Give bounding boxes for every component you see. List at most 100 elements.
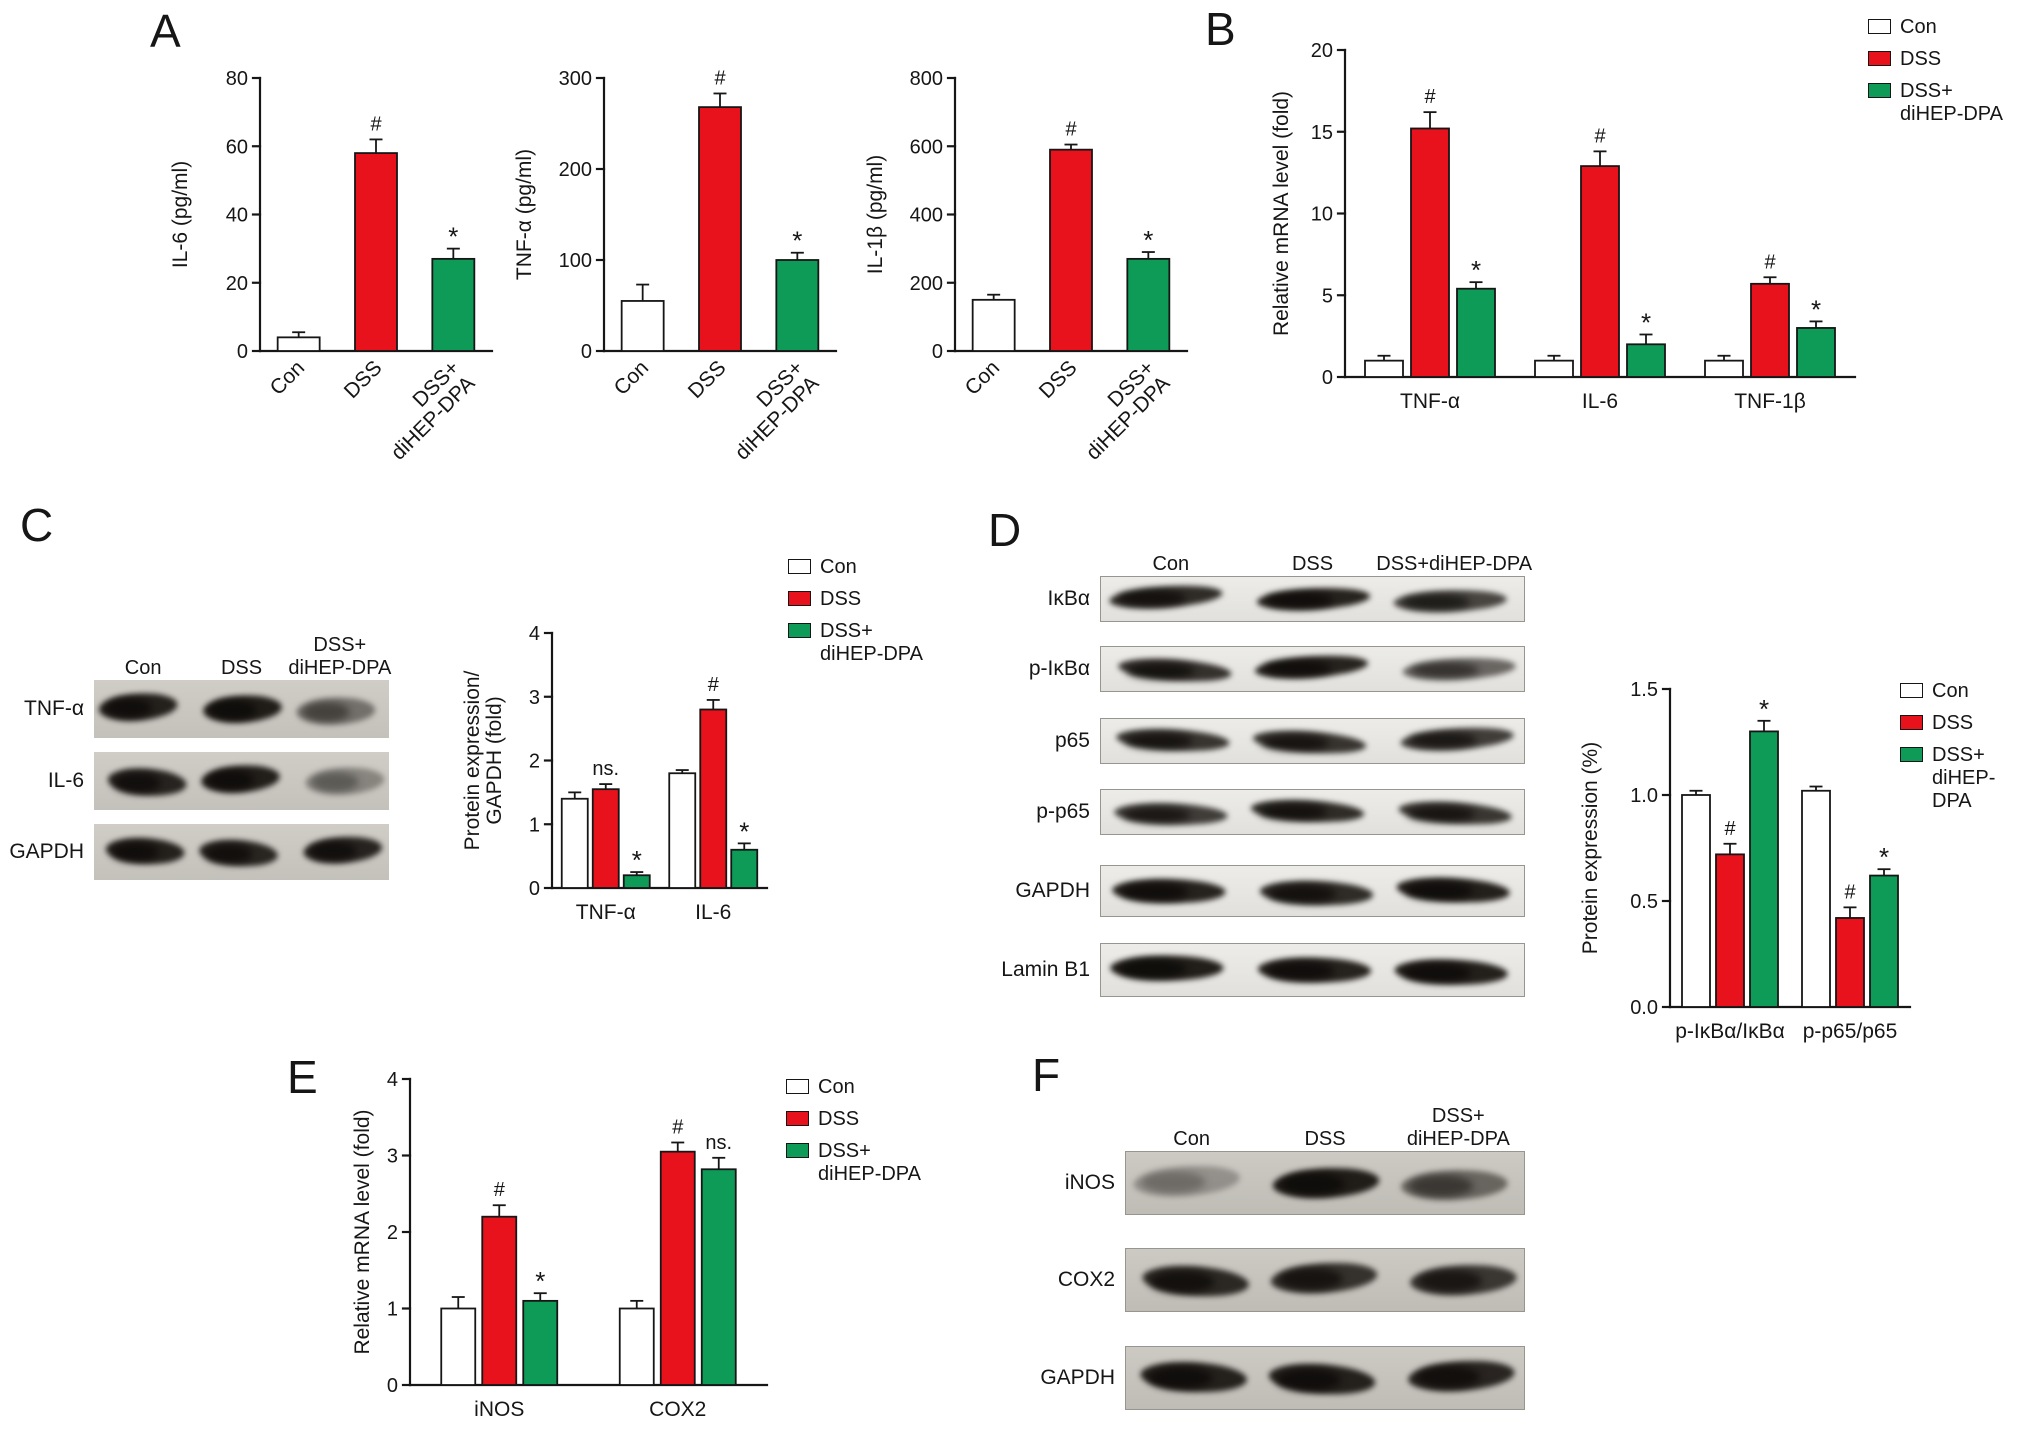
x-category-label: iNOS bbox=[474, 1398, 524, 1421]
bar-dss bbox=[698, 106, 742, 352]
bar-con bbox=[620, 300, 665, 352]
protein-band-core bbox=[207, 769, 255, 791]
legend-entry-con: Con bbox=[1868, 16, 2003, 39]
panel-label-d: D bbox=[988, 504, 1022, 556]
sig-annotation: * bbox=[739, 816, 749, 846]
x-category-label: TNF-1β bbox=[1734, 390, 1806, 413]
sig-annotation: * bbox=[1471, 255, 1481, 285]
y-tick-label: 4 bbox=[387, 1069, 398, 1091]
protein-band-core bbox=[1259, 804, 1328, 820]
x-category-label: TNF-α bbox=[576, 901, 636, 924]
legend-panel-d: Con DSS DSS+ diHEP-DPA bbox=[1900, 680, 2032, 813]
y-tick-label: 3 bbox=[387, 1146, 398, 1168]
x-category-label: Con bbox=[266, 356, 310, 400]
protein-band-core bbox=[209, 699, 257, 721]
bar-con bbox=[276, 336, 321, 352]
blot-strip bbox=[1100, 943, 1525, 997]
y-tick-label: 1.5 bbox=[1630, 679, 1658, 701]
protein-band bbox=[305, 767, 385, 795]
x-category-label: DSS bbox=[684, 356, 731, 403]
protein-band-core bbox=[1120, 883, 1189, 901]
bar-dss bbox=[1049, 148, 1093, 352]
legend-entry-con: Con bbox=[786, 1076, 921, 1099]
blot-strip bbox=[94, 824, 389, 880]
y-tick-label: 0.5 bbox=[1630, 891, 1658, 913]
protein-band-core bbox=[104, 697, 152, 719]
bar-dss bbox=[1715, 853, 1745, 1008]
sig-annotation: ns. bbox=[705, 1132, 732, 1154]
panel-label-e: E bbox=[287, 1051, 318, 1103]
legend-swatch-con bbox=[786, 1079, 809, 1094]
bar-con bbox=[668, 772, 697, 889]
bar-dss bbox=[481, 1215, 518, 1386]
protein-band-core bbox=[1265, 592, 1334, 608]
y-tick-label: 300 bbox=[559, 68, 592, 90]
y-tick-label: 1 bbox=[529, 814, 540, 836]
protein-band-core bbox=[1276, 1368, 1341, 1392]
panel-label-b: B bbox=[1205, 3, 1236, 55]
y-tick-label: 80 bbox=[226, 68, 248, 90]
western-blot-panel-f: Con DSS DSS+ diHEP-DPA iNOS COX2 GAPDH bbox=[1035, 1103, 1525, 1413]
protein-band-core bbox=[311, 771, 359, 793]
legend-swatch-con bbox=[788, 559, 811, 574]
x-category-label: IL-6 bbox=[1582, 390, 1618, 413]
protein-band-core bbox=[205, 844, 253, 864]
legend-entry-dss: DSS bbox=[1900, 712, 2032, 735]
bar-dihep bbox=[522, 1299, 559, 1386]
legend-panel-c: Con DSS DSS+ diHEP-DPA bbox=[788, 556, 923, 666]
protein-band-core bbox=[1148, 1366, 1213, 1390]
bar-dihep bbox=[730, 848, 759, 889]
bar-dss bbox=[1750, 282, 1790, 378]
protein-band-core bbox=[302, 701, 350, 723]
bar-con bbox=[1704, 359, 1744, 378]
legend-panel-b: Con DSS DSS+ diHEP-DPA bbox=[1868, 16, 2003, 126]
y-tick-label: 2 bbox=[387, 1222, 398, 1244]
legend-label: DSS bbox=[820, 588, 862, 610]
sig-annotation: * bbox=[535, 1266, 545, 1296]
protein-band-core bbox=[111, 842, 159, 862]
y-axis-label: Protein expression/GAPDH (fold) bbox=[461, 670, 506, 850]
x-category-label: COX2 bbox=[649, 1398, 706, 1421]
western-blot-panel-c: Con DSS DSS+ diHEP-DPA TNF-α IL-6 GAPDH bbox=[6, 632, 391, 884]
y-tick-label: 200 bbox=[559, 159, 592, 181]
sig-annotation: # bbox=[1724, 818, 1736, 840]
y-tick-label: 10 bbox=[1311, 204, 1333, 226]
y-tick-label: 15 bbox=[1311, 122, 1333, 144]
y-tick-label: 400 bbox=[910, 205, 943, 227]
legend-entry-dihep: DSS+ diHEP-DPA bbox=[786, 1140, 921, 1186]
x-category-label: DSS+diHEP-DPA bbox=[371, 356, 479, 464]
y-axis-label: IL-1β (pg/ml) bbox=[864, 155, 887, 274]
sig-annotation: * bbox=[1143, 225, 1153, 255]
legend-label: DSS bbox=[1900, 48, 1942, 70]
legend-swatch-con bbox=[1900, 683, 1923, 698]
lane-label: DSS bbox=[1304, 1128, 1346, 1150]
legend-entry-dihep: DSS+ diHEP-DPA bbox=[1900, 744, 2032, 813]
y-tick-label: 5 bbox=[1322, 285, 1333, 307]
legend-label: DSS+ diHEP-DPA bbox=[1900, 80, 2003, 125]
x-category-label: DSS bbox=[1035, 356, 1082, 403]
bar-con bbox=[1801, 789, 1831, 1008]
y-tick-label: 0.0 bbox=[1630, 997, 1658, 1019]
protein-band-core bbox=[1409, 732, 1477, 748]
bar-con bbox=[560, 797, 589, 889]
sig-annotation: ns. bbox=[592, 758, 619, 780]
sig-annotation: * bbox=[448, 222, 458, 252]
blot-row-label: iNOS bbox=[1064, 1171, 1115, 1194]
bar-dihep bbox=[700, 1168, 737, 1386]
bar-dss bbox=[354, 152, 398, 352]
bar-dihep bbox=[1626, 343, 1666, 378]
blot-row-label: p-p65 bbox=[1036, 800, 1090, 823]
legend-swatch-dihep bbox=[1868, 83, 1891, 98]
legend-label: DSS bbox=[818, 1108, 860, 1130]
lane-label: DSS bbox=[220, 657, 263, 679]
legend-label: DSS+ diHEP-DPA bbox=[1932, 744, 1996, 812]
lane-label: Con bbox=[124, 657, 162, 679]
y-axis-label: Relative mRNA level (fold) bbox=[351, 1109, 374, 1354]
blot-row-label: TNF-α bbox=[24, 697, 84, 720]
legend-swatch-dss bbox=[786, 1111, 809, 1126]
y-axis-label: IL-6 (pg/ml) bbox=[169, 161, 192, 268]
blot-strip bbox=[1100, 646, 1525, 692]
blot-strip bbox=[94, 680, 389, 738]
sig-annotation: # bbox=[1594, 125, 1606, 147]
